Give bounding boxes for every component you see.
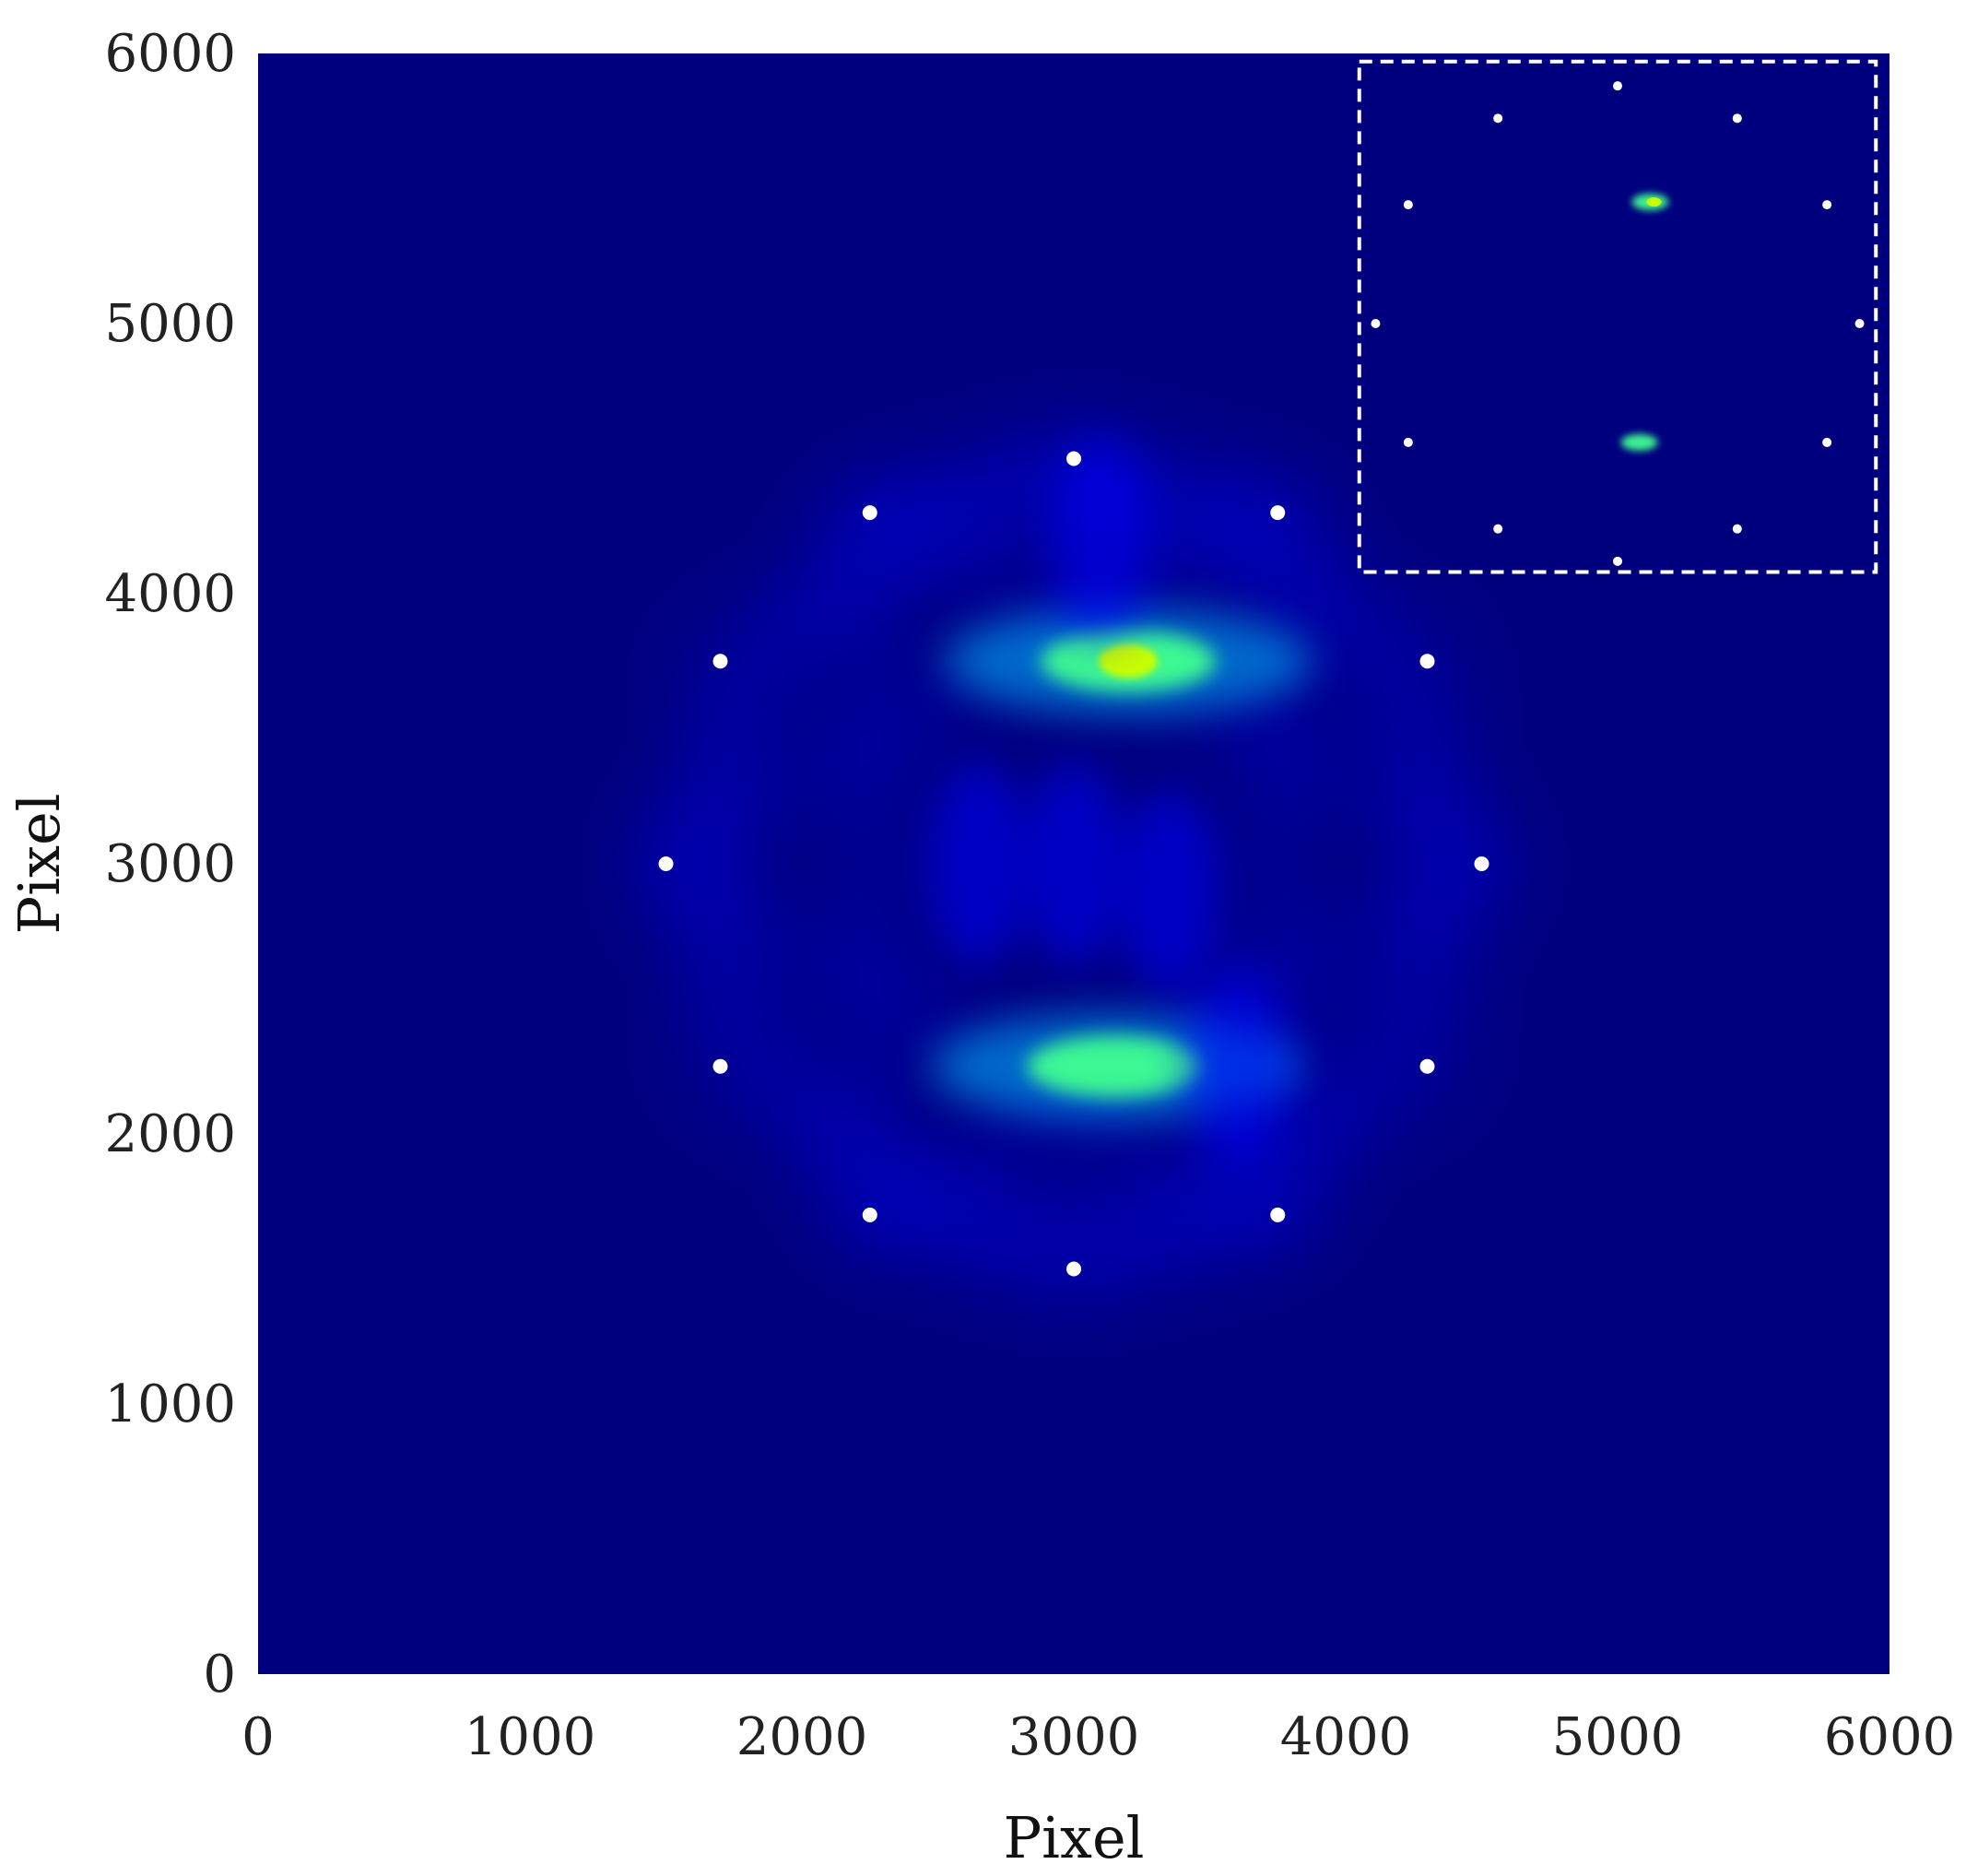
y-tick-label-0: 0 xyxy=(203,1645,236,1705)
y-tick-label-1: 1000 xyxy=(104,1375,236,1434)
inset-marker-1 xyxy=(1493,113,1503,124)
marker-1 xyxy=(862,505,877,521)
inset-markers xyxy=(1371,81,1865,566)
x-axis-label: Pixel xyxy=(1003,1804,1144,1871)
x-tick-label-3: 3000 xyxy=(1008,1707,1140,1767)
x-tick-label-6: 6000 xyxy=(1824,1707,1956,1767)
x-tick-label-0: 0 xyxy=(241,1707,275,1767)
inset-marker-10 xyxy=(1732,524,1742,534)
marker-6 xyxy=(1474,856,1489,871)
source-markers xyxy=(658,451,1489,1277)
marker-9 xyxy=(862,1207,877,1222)
y-tick-label-3: 3000 xyxy=(104,834,236,894)
inset-blob-peak-0 xyxy=(1646,197,1662,207)
intensity-blobs xyxy=(927,438,1313,1168)
y-axis-ticks: 0 1000 2000 3000 4000 5000 6000 xyxy=(104,24,236,1705)
blob-low-2 xyxy=(1023,762,1124,965)
y-axis-label: Pixel xyxy=(6,793,73,934)
y-tick-label-6: 6000 xyxy=(104,24,236,84)
x-tick-label-5: 5000 xyxy=(1552,1707,1684,1767)
marker-0 xyxy=(1066,451,1081,466)
inset-marker-11 xyxy=(1613,556,1622,566)
marker-5 xyxy=(658,856,674,871)
marker-7 xyxy=(712,1058,728,1074)
inset-marker-4 xyxy=(1822,200,1832,210)
inset-marker-5 xyxy=(1371,319,1381,328)
blob-low-6 xyxy=(1186,964,1288,1168)
marker-8 xyxy=(1419,1058,1435,1074)
y-tick-label-5: 5000 xyxy=(104,294,236,354)
blob-core-1 xyxy=(1027,1035,1203,1097)
blob-low-3 xyxy=(1118,789,1220,993)
inset-marker-2 xyxy=(1732,113,1742,124)
x-tick-label-4: 4000 xyxy=(1280,1707,1412,1767)
inset-blobs xyxy=(1620,194,1669,451)
marker-3 xyxy=(712,654,728,669)
inset-marker-7 xyxy=(1403,437,1413,447)
inset-marker-0 xyxy=(1613,81,1622,91)
inset-marker-8 xyxy=(1822,437,1832,447)
inset-border xyxy=(1357,59,1878,574)
marker-2 xyxy=(1270,505,1286,521)
inset-marker-3 xyxy=(1403,200,1413,210)
marker-10 xyxy=(1270,1207,1286,1222)
x-tick-label-2: 2000 xyxy=(736,1707,868,1767)
blob-low-4 xyxy=(927,762,1030,965)
y-tick-label-2: 2000 xyxy=(104,1104,236,1164)
inset-blob-1 xyxy=(1620,433,1658,451)
marker-11 xyxy=(1066,1261,1081,1277)
blob-peak-0 xyxy=(1099,644,1158,678)
y-tick-label-4: 4000 xyxy=(104,564,236,624)
x-tick-label-1: 1000 xyxy=(465,1707,596,1767)
marker-4 xyxy=(1419,654,1435,669)
inset-marker-6 xyxy=(1854,319,1865,328)
blob-low-5 xyxy=(1050,438,1152,642)
inset-panel xyxy=(1357,59,1878,574)
x-axis-ticks: 0 1000 2000 3000 4000 5000 6000 xyxy=(241,1707,1955,1767)
inset-marker-9 xyxy=(1493,524,1503,534)
